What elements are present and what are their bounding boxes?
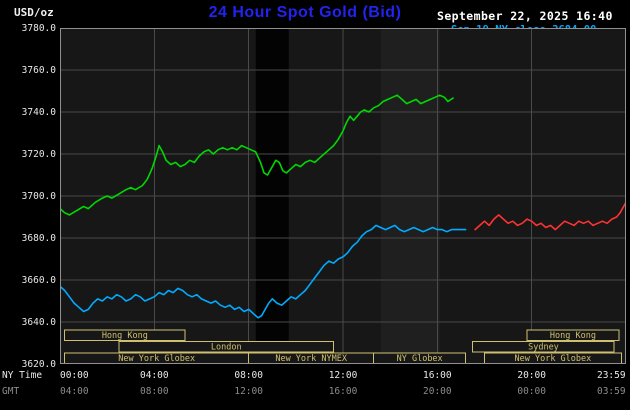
x-axis-tick-label-gmt: 03:59 bbox=[596, 386, 626, 397]
market-session-box bbox=[64, 329, 186, 341]
market-session-label: Hong Kong bbox=[102, 331, 148, 341]
x-axis-tick-label-ny: 23:59 bbox=[596, 370, 626, 381]
x-axis-tick-label-ny: 08:00 bbox=[234, 370, 263, 381]
x-axis-tick-label-gmt: 04:00 bbox=[60, 386, 89, 397]
market-session-label: New York Globex bbox=[515, 354, 592, 364]
market-session-label: New York NYMEX bbox=[275, 354, 348, 364]
market-session-label: New York Globex bbox=[118, 354, 195, 364]
price-line bbox=[474, 201, 626, 231]
y-axis-tick-label: 3720.0 bbox=[21, 149, 56, 160]
chart-title: 24 Hour Spot Gold (Bid) bbox=[208, 4, 402, 21]
market-session-box bbox=[472, 341, 615, 353]
y-axis-tick-label: 3680.0 bbox=[21, 233, 56, 244]
market-session-label: Sydney bbox=[528, 343, 559, 353]
x-axis-tick-label-gmt: 00:00 bbox=[517, 386, 546, 397]
plot-border bbox=[60, 28, 626, 364]
x-axis-tick-label-gmt: 12:00 bbox=[234, 386, 263, 397]
x-axis-tick-label-gmt: 08:00 bbox=[140, 386, 169, 397]
x-axis-tick-label-ny: 20:00 bbox=[517, 370, 546, 381]
y-axis-tick-label: 3620.0 bbox=[21, 359, 56, 370]
x-axis-tick-label-ny: 12:00 bbox=[328, 370, 358, 381]
market-session-label: NY Globex bbox=[397, 354, 443, 364]
ny-time-axis-label: NY Time bbox=[2, 370, 43, 381]
price-line bbox=[60, 94, 454, 216]
price-line bbox=[60, 224, 467, 319]
market-session-box bbox=[118, 341, 335, 353]
x-axis-tick-label-gmt: 20:00 bbox=[423, 386, 452, 397]
market-session-label: Hong Kong bbox=[550, 331, 596, 341]
market-session-box bbox=[526, 329, 620, 341]
x-axis-tick-label-ny: 16:00 bbox=[423, 370, 452, 381]
y-axis-tick-label: 3660.0 bbox=[21, 275, 56, 286]
y-axis-tick-label: 3740.0 bbox=[21, 107, 56, 118]
x-axis-tick-label-ny: 00:00 bbox=[60, 370, 89, 381]
y-axis-tick-label: 3780.0 bbox=[21, 23, 56, 34]
x-axis-tick-label-gmt: 16:00 bbox=[328, 386, 358, 397]
y-axis-tick-label: 3760.0 bbox=[21, 65, 56, 76]
gmt-axis-label: GMT bbox=[2, 386, 20, 397]
x-axis-tick-label-ny: 04:00 bbox=[140, 370, 169, 381]
y-axis-tick-label: 3700.0 bbox=[21, 191, 56, 202]
y-axis-tick-label: 3640.0 bbox=[21, 317, 56, 328]
chart-datetime: September 22, 2025 16:40 bbox=[437, 9, 613, 23]
y-axis-unit-label: USD/oz bbox=[14, 6, 54, 19]
market-session-label: London bbox=[211, 343, 242, 353]
